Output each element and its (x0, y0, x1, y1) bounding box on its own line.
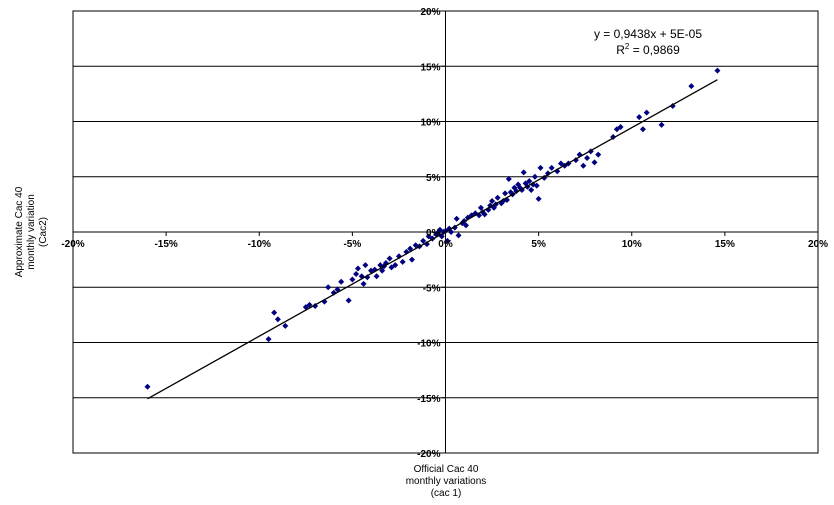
y-tick-label: -5% (423, 283, 441, 294)
data-point (639, 126, 646, 133)
r-squared-label: R2 = 0,9869 (616, 42, 680, 57)
data-point (688, 83, 695, 90)
data-point (489, 198, 496, 205)
y-tick-label: -20% (417, 449, 440, 460)
data-point (420, 237, 427, 244)
trendline-equation: y = 0,9438x + 5E-05 (594, 27, 702, 41)
y-tick-label: -10% (417, 339, 440, 350)
data-point (528, 187, 535, 194)
data-point (505, 175, 512, 182)
data-point (526, 178, 533, 185)
data-point (399, 258, 406, 265)
data-point (271, 309, 278, 316)
data-point (535, 195, 542, 202)
data-point (354, 265, 361, 272)
y-tick-labels: 20% 15% 10% 5% 0% -5% -10% -15% -20% (417, 7, 440, 460)
data-point (617, 124, 624, 131)
y-axis-title-line-1: Approximate Cac 40 (14, 186, 25, 277)
x-tick-label: 5% (531, 239, 546, 250)
data-point (349, 276, 356, 283)
data-point (580, 162, 587, 169)
data-point (392, 262, 399, 269)
data-point (584, 154, 591, 161)
data-point (502, 190, 509, 197)
data-point (444, 237, 451, 244)
data-point (455, 232, 462, 239)
data-point (144, 383, 151, 390)
data-point (453, 215, 460, 222)
y-tick-label: 10% (420, 118, 440, 129)
data-point (714, 67, 721, 74)
data-point (325, 284, 332, 291)
data-points (144, 67, 721, 390)
data-point (265, 336, 272, 343)
data-point (353, 270, 360, 277)
x-axis-title-line-1: Official Cac 40 (414, 464, 479, 475)
r-squared-superscript: 2 (625, 42, 630, 51)
x-tick-label: -10% (248, 239, 271, 250)
x-tick-label: -20% (61, 239, 84, 250)
data-point (595, 151, 602, 158)
data-point (306, 301, 313, 308)
y-tick-label: 5% (426, 173, 441, 184)
data-point (360, 280, 367, 287)
y-axis-title-line-2: monthly variation (26, 194, 37, 270)
data-point (345, 297, 352, 304)
r-squared-value: = 0,9869 (629, 43, 680, 57)
data-point (338, 278, 345, 285)
x-tick-label: -5% (343, 239, 361, 250)
data-point (548, 164, 555, 171)
data-point (477, 204, 484, 211)
x-tick-labels: -20% -15% -10% -5% 0% 5% 10% 15% 20% (61, 239, 828, 250)
x-axis-title: Official Cac 40 monthly variations (cac … (406, 464, 487, 499)
data-point (386, 255, 393, 262)
x-tick-label: 15% (715, 239, 735, 250)
data-point (462, 222, 469, 229)
data-point (481, 211, 488, 218)
data-point (537, 164, 544, 171)
data-point (364, 274, 371, 281)
data-point (373, 273, 380, 280)
data-point (448, 229, 455, 235)
y-tick-label: 20% (420, 7, 440, 18)
x-tick-label: 0% (438, 239, 453, 250)
x-tick-label: 10% (622, 239, 642, 250)
data-point (531, 173, 538, 180)
x-axis-title-line-2: monthly variations (406, 476, 487, 487)
data-point (658, 121, 665, 128)
data-point (407, 245, 414, 252)
y-axis-title-line-3: (Cac2) (38, 217, 49, 247)
r-squared-prefix: R (616, 43, 625, 57)
x-tick-label: -15% (154, 239, 177, 250)
data-point (362, 262, 369, 269)
trendline (147, 79, 718, 400)
data-point (282, 322, 289, 329)
x-tick-label: 20% (808, 239, 828, 250)
y-tick-label: 0% (426, 228, 441, 239)
y-tick-label: -15% (417, 394, 440, 405)
data-point (274, 316, 281, 323)
data-point (379, 267, 386, 274)
y-tick-label: 15% (420, 62, 440, 73)
y-axis-title: Approximate Cac 40 monthly variation (Ca… (14, 186, 49, 277)
x-axis-title-line-3: (cac 1) (431, 488, 462, 499)
data-point (533, 182, 540, 189)
data-point (643, 109, 650, 116)
data-point (408, 256, 415, 263)
data-point (591, 159, 598, 166)
data-point (520, 169, 527, 176)
data-point (494, 194, 501, 201)
data-point (636, 114, 643, 121)
